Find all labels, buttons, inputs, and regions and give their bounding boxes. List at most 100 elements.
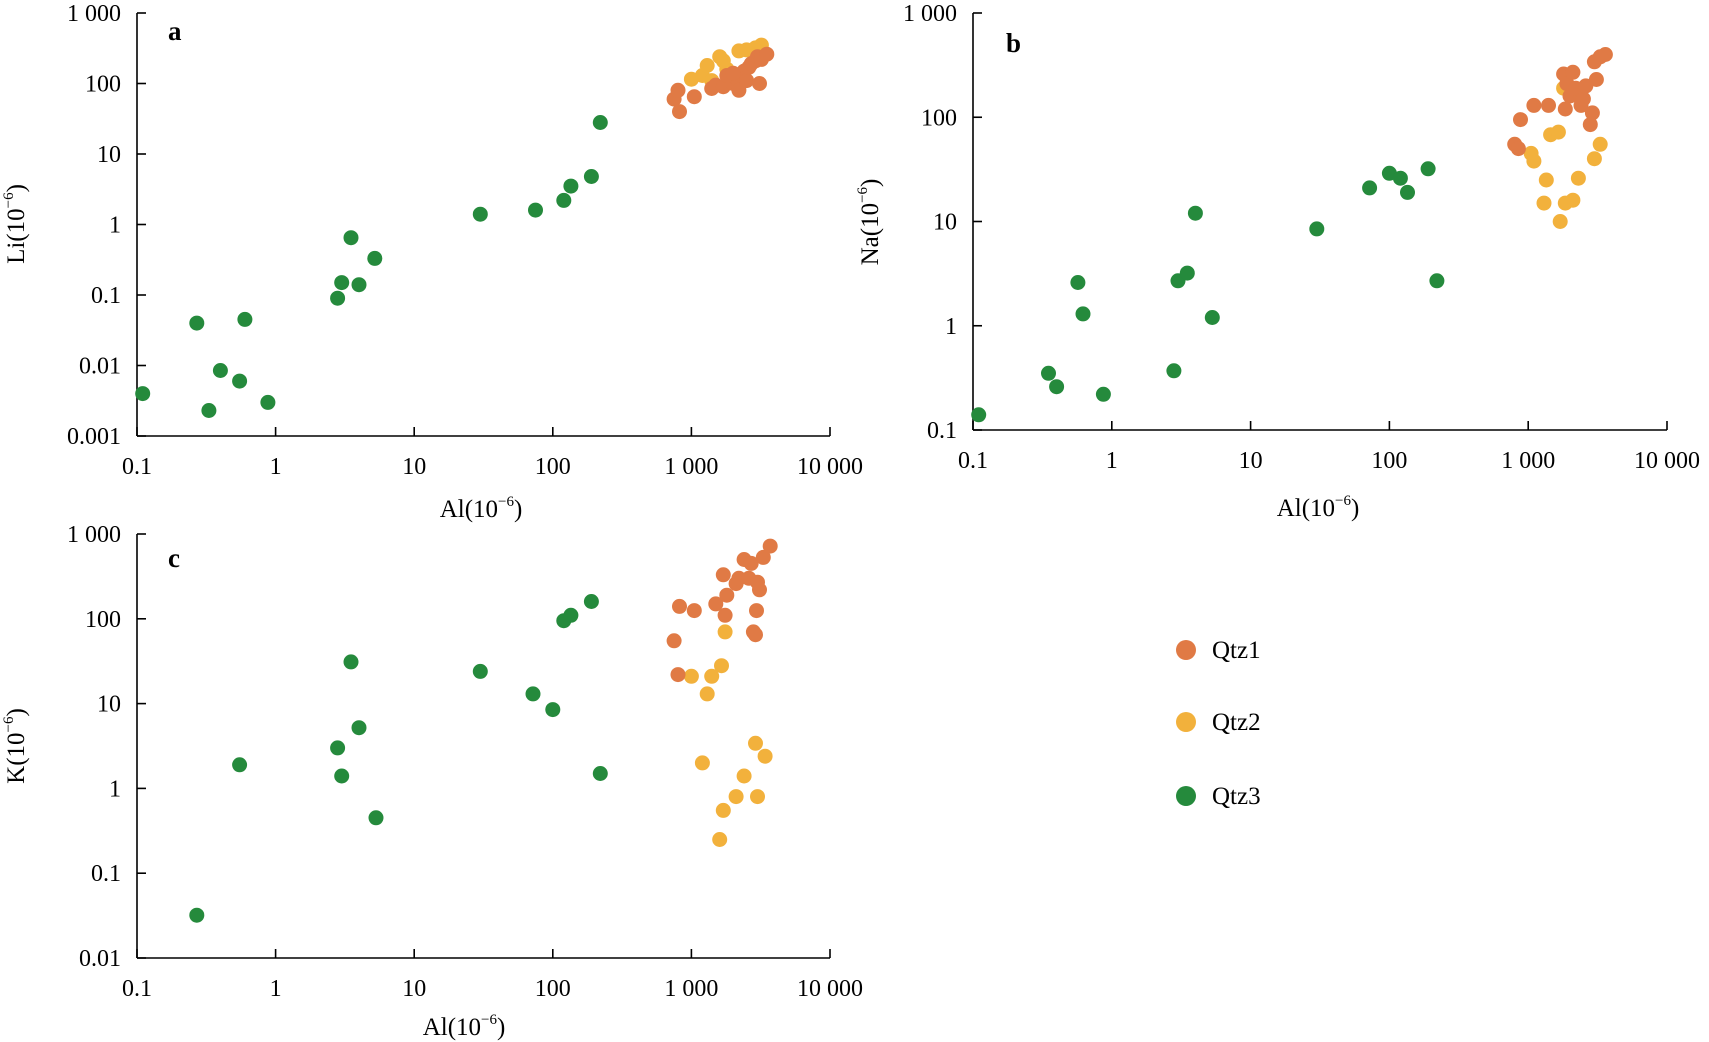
- data-point-qtz3: [563, 178, 579, 194]
- y-tick-label: 1: [945, 314, 957, 340]
- x-tick-label: 10 000: [1634, 448, 1700, 474]
- legend-marker-qtz3: [1176, 786, 1196, 806]
- y-tick-label: 1 000: [67, 522, 121, 548]
- data-point-qtz3: [343, 230, 359, 246]
- data-point-qtz1: [708, 596, 724, 612]
- data-point-qtz3: [1049, 379, 1065, 395]
- x-tick-label: 1: [270, 976, 282, 1002]
- data-point-qtz2: [1526, 153, 1542, 169]
- data-point-qtz1: [1582, 117, 1598, 133]
- data-point-qtz3: [1041, 365, 1056, 381]
- panel-letter: a: [168, 16, 182, 46]
- data-point-qtz2: [683, 668, 699, 684]
- data-point-qtz3: [334, 275, 350, 291]
- panel-b: 0.1 1 10 100 1 000 10 000 0.1 1 10 100 1 000 b Al(10…: [855, 1, 1700, 522]
- data-point-qtz3: [1204, 310, 1220, 325]
- data-point-qtz3: [563, 607, 579, 623]
- y-tick-label: 1: [109, 213, 121, 239]
- data-point-qtz2: [712, 832, 728, 847]
- data-point-qtz3: [343, 654, 359, 670]
- data-point-qtz1: [1541, 97, 1556, 113]
- data-point-qtz1: [739, 73, 755, 89]
- data-point-qtz3: [1179, 265, 1195, 281]
- data-point-qtz1: [743, 555, 759, 571]
- x-tick-label: 10: [402, 454, 426, 480]
- panel-letter: c: [168, 543, 180, 573]
- data-point-qtz3: [237, 311, 253, 327]
- legend-marker-qtz1: [1176, 640, 1196, 660]
- x-tick-label: 0.1: [122, 454, 152, 480]
- x-tick-label: 10 000: [797, 976, 863, 1002]
- data-point-qtz1: [1584, 105, 1600, 121]
- data-point-qtz3: [189, 907, 205, 923]
- legend: Qtz1 Qtz2 Qtz3: [1176, 637, 1261, 810]
- legend-label-qtz2: Qtz2: [1212, 709, 1261, 736]
- y-tick-label: 100: [85, 72, 121, 98]
- y-tick-label: 1 000: [67, 1, 121, 27]
- data-point-qtz3: [525, 686, 541, 702]
- x-axis-title: Al(10−6): [1277, 493, 1360, 522]
- y-tick-label: 0.001: [67, 424, 121, 450]
- data-point-qtz3: [367, 250, 383, 266]
- data-point-qtz3: [135, 386, 151, 402]
- y-tick-label: 10: [97, 692, 121, 718]
- data-point-qtz3: [592, 766, 608, 781]
- panel-a: 0.1 1 10 100 1 000 10 000 0.001 0.01 0.1 1 10 100 1 …: [1, 1, 863, 523]
- data-point-qtz2: [750, 789, 765, 805]
- y-tick-label: 100: [85, 607, 121, 633]
- data-point-qtz1: [1597, 47, 1613, 62]
- data-point-qtz1: [1588, 72, 1604, 87]
- data-point-qtz2: [704, 668, 720, 684]
- data-point-qtz3: [545, 702, 561, 718]
- data-point-qtz1: [748, 627, 763, 643]
- data-point-qtz3: [1362, 180, 1378, 196]
- data-point-qtz3: [212, 363, 228, 378]
- data-point-qtz3: [330, 740, 346, 756]
- data-point-qtz3: [351, 277, 367, 293]
- data-point-qtz2: [1586, 151, 1602, 167]
- y-axis-title: K(10−6): [1, 708, 30, 784]
- x-tick-label: 100: [535, 454, 571, 480]
- data-point-qtz1: [717, 607, 733, 623]
- data-point-qtz2: [1570, 170, 1586, 186]
- data-point-qtz1: [686, 603, 702, 619]
- data-point-qtz3: [583, 594, 599, 609]
- data-point-qtz3: [232, 373, 248, 389]
- data-point-qtz3: [351, 720, 367, 736]
- data-point-qtz3: [592, 115, 608, 130]
- data-point-qtz1: [719, 587, 735, 603]
- legend-label-qtz1: Qtz1: [1212, 637, 1261, 664]
- data-point-qtz2: [694, 755, 710, 771]
- data-point-qtz3: [1070, 275, 1086, 290]
- x-tick-label: 1 000: [664, 976, 718, 1002]
- y-tick-label: 1: [109, 776, 121, 802]
- data-point-qtz1: [672, 598, 687, 614]
- legend-label-qtz3: Qtz3: [1212, 783, 1261, 810]
- data-point-qtz1: [759, 46, 775, 62]
- data-point-qtz3: [232, 757, 248, 773]
- x-axis-title: Al(10−6): [423, 1012, 506, 1041]
- data-point-qtz3: [1420, 161, 1436, 177]
- data-point-qtz1: [1510, 141, 1526, 157]
- data-point-qtz3: [1429, 273, 1445, 289]
- x-tick-label: 0.1: [958, 448, 988, 474]
- data-point-qtz1: [725, 65, 741, 81]
- data-point-qtz1: [1575, 91, 1591, 107]
- data-point-qtz2: [715, 802, 731, 818]
- x-tick-label: 10 000: [797, 454, 863, 480]
- y-tick-label: 1 000: [903, 1, 957, 27]
- data-point-qtz2: [699, 58, 715, 73]
- data-point-qtz3: [201, 403, 217, 418]
- data-point-qtz3: [472, 206, 488, 222]
- x-tick-label: 10: [1239, 448, 1263, 474]
- data-point-qtz2: [1536, 195, 1552, 211]
- data-point-qtz3: [1187, 205, 1203, 221]
- x-tick-label: 1: [270, 454, 282, 480]
- data-point-qtz1: [749, 603, 764, 619]
- y-tick-label: 10: [933, 210, 957, 236]
- data-point-qtz1: [1557, 101, 1573, 117]
- data-point-qtz3: [260, 394, 276, 410]
- data-point-qtz1: [672, 104, 687, 120]
- data-point-qtz1: [686, 89, 702, 105]
